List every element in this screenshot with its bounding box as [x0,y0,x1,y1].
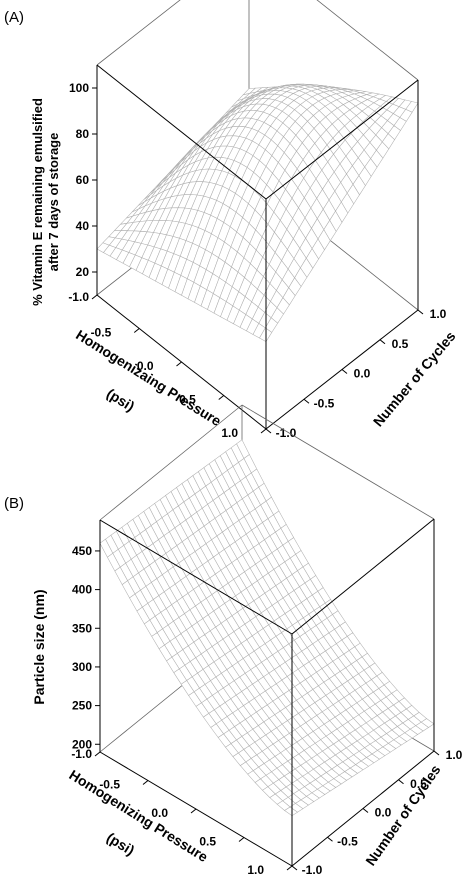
z-tick-label: 450 [72,544,92,558]
y-tick-label: 0.0 [375,806,392,820]
box-edge-top-left [99,404,243,521]
y-tick-label: -1.0 [302,863,323,877]
x-tick-mark [94,751,101,757]
box-edge-top-back [316,0,419,81]
panel-a-y-axis-label: Number of Cycles [370,328,459,430]
y-tick-mark [433,750,440,756]
y-tick-mark [327,836,333,842]
x-tick-mark [142,780,149,785]
x-tick-label: 0.5 [199,835,216,849]
x-tick-mark [286,865,293,871]
y-tick-mark [417,309,424,315]
x-tick-label: -0.5 [91,326,112,340]
y-tick-label: -1.0 [276,426,297,440]
panel-a-z-axis-label-line1: % Vitamin E remaining emulsified [30,98,45,306]
y-tick-mark [379,339,386,345]
z-tick-label: 60 [76,173,90,187]
x-tick-label: 0.5 [179,393,196,407]
y-tick-label: -0.5 [314,396,335,410]
x-tick-label: 0.0 [151,806,168,820]
x-tick-label: 0.0 [137,359,154,373]
panel-b-z-axis-label: Particle size (nm) [31,589,47,704]
x-tick-mark [238,837,245,842]
panel-b-surface-mesh [99,439,435,817]
y-tick-mark [362,808,369,813]
box-edge-top-front [96,64,267,200]
box-edge-top-right [291,518,435,635]
x-tick-mark [218,395,225,400]
y-tick-label: 1.0 [430,307,447,321]
panel-a-z-axis-label-line2: after 7 days of storage [46,133,61,272]
x-tick-label: 1.0 [247,863,264,877]
x-tick-mark [133,328,140,333]
panel-b-x-axis-label-line1: Homogenizing Pressure [66,767,211,866]
surface-cell [284,806,298,817]
y-tick-mark [265,428,272,434]
panel-a-ticks: -1.0-0.50.00.51.0-1.0-0.50.00.51.0-1.020… [68,81,447,440]
z-tick-label: 400 [72,583,92,597]
panel-b-surface-plot: (B) -1.0 -0.5 0.0 0.5 1.0 -1.0 -0.5 0.0 0.5 1.0 -1… [4,404,463,877]
x-tick-label: -1.0 [68,290,89,304]
x-tick-mark [91,294,98,300]
x-tick-label: 1.0 [221,426,238,440]
box-edge-top-right [265,79,419,200]
panel-a-surface-mesh [96,83,419,342]
panel-a-surface-plot: (A) -1.0-0.50.00.51.0-1.0-0.50.00.51.0-1… [4,0,459,440]
y-tick-label: 0.5 [392,337,409,351]
panel-b-label: (B) [4,495,24,512]
y-tick-mark [341,369,348,374]
panel-a-label: (A) [4,9,24,26]
z-tick-label: 350 [72,621,92,635]
box-edge-top-front [99,519,293,635]
x-tick-mark [176,361,182,367]
y-tick-label: 0.0 [354,367,371,381]
z-tick-label: 40 [76,219,90,233]
box-edge-top-back [241,404,435,520]
z-tick-label: 300 [72,660,92,674]
y-tick-label: -0.5 [337,834,358,848]
z-tick-label: 250 [72,699,92,713]
y-tick-mark [303,398,310,404]
panel-b-ticks: -1.0-0.50.00.51.0-1.0-0.50.00.51.0-1.020… [71,544,463,877]
panel-a-x-axis-label-line2: (psi) [104,385,138,414]
z-tick-label: 80 [76,127,90,141]
panel-b-x-axis-label-line2: (psi) [104,829,138,858]
x-tick-mark [190,808,197,814]
z-tick-label: 20 [76,265,90,279]
y-tick-label: 0.5 [410,777,427,791]
box-edge-top-left [96,0,181,66]
x-tick-label: -1.0 [71,747,92,761]
y-tick-label: 1.0 [446,748,463,762]
z-tick-label: 200 [72,737,92,751]
x-tick-label: -0.5 [99,778,120,792]
x-tick-mark [260,428,267,434]
y-tick-mark [291,865,298,871]
y-tick-mark [398,779,404,785]
z-tick-label: 100 [69,81,89,95]
